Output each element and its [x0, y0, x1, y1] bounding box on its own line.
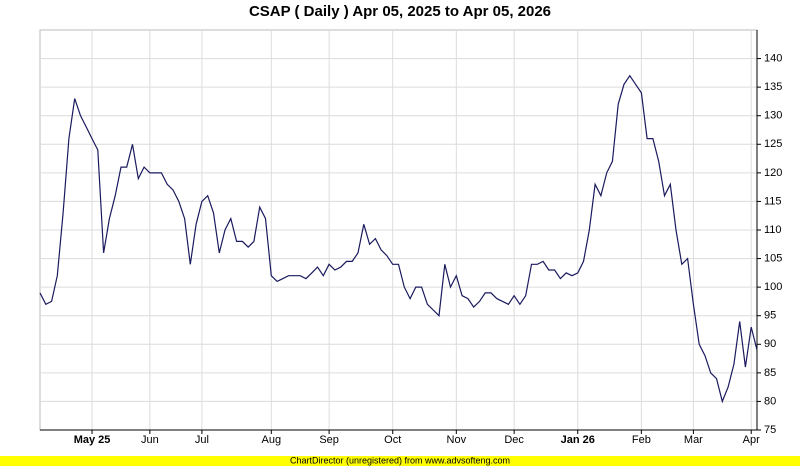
x-tick-label: Mar: [684, 434, 703, 446]
x-tick-label: Apr: [743, 434, 760, 446]
x-tick-label: Jun: [141, 434, 159, 446]
x-tick-label: Dec: [504, 434, 524, 446]
y-tick-label: 75: [764, 424, 776, 436]
chart-title: CSAP ( Daily ) Apr 05, 2025 to Apr 05, 2…: [249, 3, 551, 20]
x-tick-label: May 25: [74, 434, 111, 446]
y-tick-label: 125: [764, 138, 782, 150]
x-tick-label: Sep: [319, 434, 339, 446]
y-tick-label: 85: [764, 367, 776, 379]
price-line: [39, 74, 758, 404]
x-tick-label: Oct: [384, 434, 401, 446]
y-tick-label: 90: [764, 338, 776, 350]
y-tick-label: 130: [764, 110, 782, 122]
footer-text: ChartDirector (unregistered) from www.ad…: [290, 455, 510, 465]
footer-bar: [0, 456, 800, 466]
y-tick-label: 140: [764, 52, 782, 64]
y-tick-label: 100: [764, 281, 782, 293]
y-tick-label: 120: [764, 167, 782, 179]
y-tick-label: 105: [764, 252, 782, 264]
y-tick-label: 95: [764, 310, 776, 322]
y-tick-label: 115: [764, 195, 782, 207]
y-tick-label: 135: [764, 81, 782, 93]
x-tick-label: Jan 26: [561, 434, 595, 446]
y-tick-label: 110: [764, 224, 782, 236]
x-tick-label: Jul: [195, 434, 209, 446]
x-tick-label: Feb: [632, 434, 651, 446]
y-tick-label: 80: [764, 395, 776, 407]
x-tick-label: Aug: [262, 434, 282, 446]
x-tick-label: Nov: [447, 434, 467, 446]
